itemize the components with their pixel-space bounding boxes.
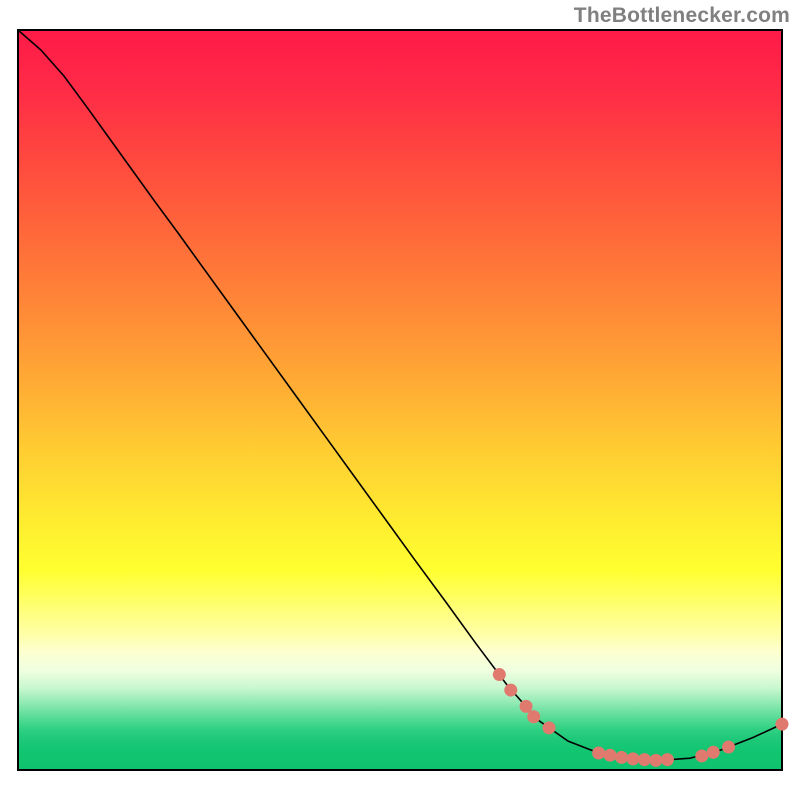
data-marker [776, 718, 789, 731]
data-marker [604, 749, 617, 762]
data-marker [542, 721, 555, 734]
data-marker [722, 741, 735, 754]
data-marker [493, 668, 506, 681]
data-marker [661, 753, 674, 766]
data-marker [649, 754, 662, 767]
data-marker [504, 684, 517, 697]
data-marker [695, 749, 708, 762]
data-marker [638, 753, 651, 766]
data-marker [627, 752, 640, 765]
chart-svg [0, 0, 800, 800]
watermark-text: TheBottlenecker.com [574, 4, 790, 28]
data-marker [707, 746, 720, 759]
data-marker [520, 700, 533, 713]
chart-root: TheBottlenecker.com [0, 0, 800, 800]
data-marker [592, 746, 605, 759]
data-marker [527, 710, 540, 723]
plot-background [18, 30, 782, 770]
data-marker [615, 751, 628, 764]
